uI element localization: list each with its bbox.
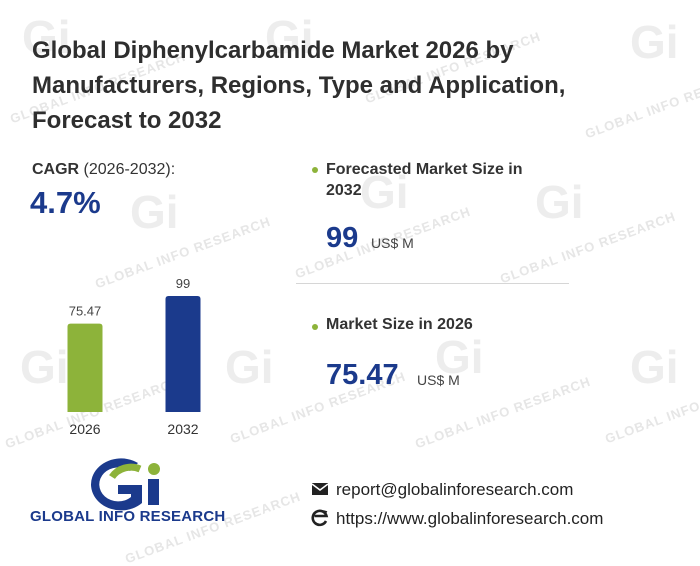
forecast-label: Forecasted Market Size in 2032 <box>326 161 523 199</box>
envelope-icon <box>311 483 329 495</box>
bar-value-label: 99 <box>176 276 190 291</box>
cagr-label-period: (2026-2032): <box>79 161 176 178</box>
bar-category-label: 2026 <box>69 421 100 437</box>
bar-category-label: 2032 <box>167 421 198 437</box>
browser-e-icon <box>311 509 329 527</box>
bar-chart: 75.47 2026 99 2032 <box>67 276 201 437</box>
forecast-value: 99 <box>326 222 359 254</box>
divider <box>296 283 569 284</box>
brand-name: GLOBAL INFO RESEARCH <box>30 508 226 525</box>
bar-2026 <box>67 323 103 412</box>
cagr-value: 4.7% <box>30 185 101 220</box>
contact-email[interactable]: report@globalinforesearch.com <box>336 480 574 499</box>
brand-logo-icon <box>91 458 160 511</box>
cagr-label-bold: CAGR <box>32 161 80 178</box>
contact-website[interactable]: https://www.globalinforesearch.com <box>336 509 604 528</box>
bar-value-label: 75.47 <box>69 304 102 319</box>
market-size-label: Market Size in 2026 <box>326 316 473 333</box>
forecast-bullet-icon <box>312 167 318 173</box>
forecast-unit: US$ M <box>371 235 414 251</box>
page-title: Global Diphenylcarbamide Market 2026 by … <box>32 37 566 134</box>
cagr-label: CAGR (2026-2032): <box>32 161 175 179</box>
market-size-bullet-icon <box>312 324 318 330</box>
market-size-value: 75.47 <box>326 359 399 391</box>
bar-2032 <box>165 296 201 412</box>
market-size-unit: US$ M <box>417 372 460 388</box>
